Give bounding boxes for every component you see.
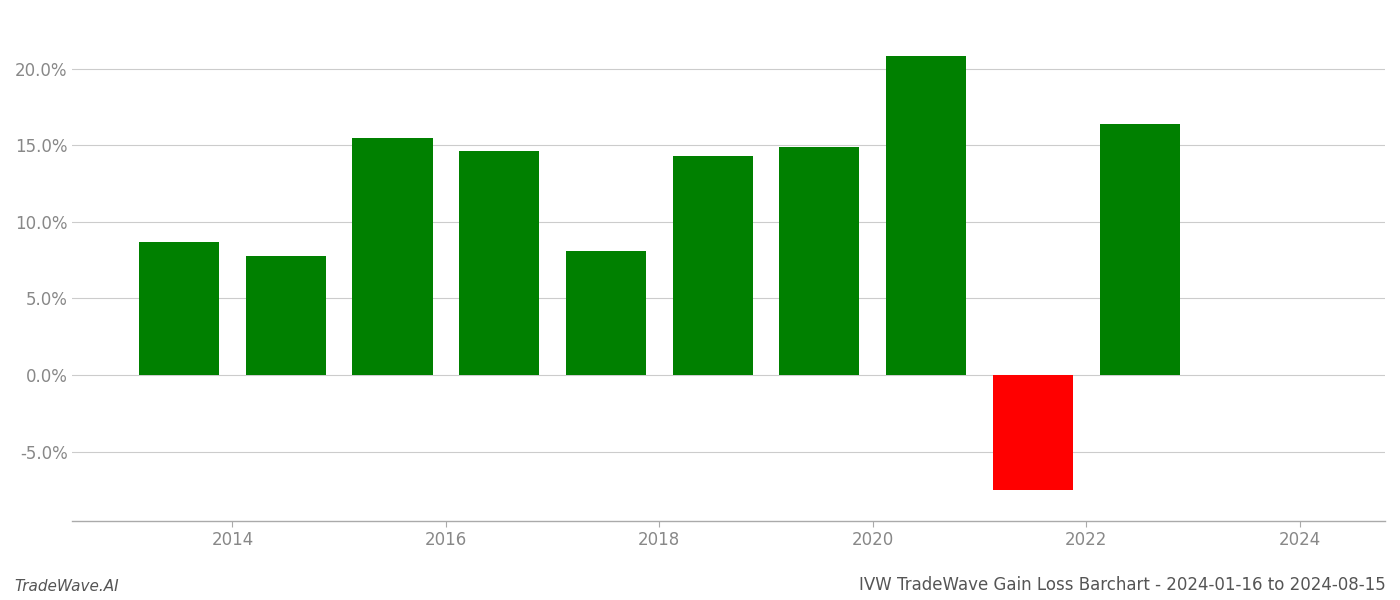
Text: IVW TradeWave Gain Loss Barchart - 2024-01-16 to 2024-08-15: IVW TradeWave Gain Loss Barchart - 2024-… bbox=[860, 576, 1386, 594]
Bar bbox=[886, 56, 966, 375]
Bar bbox=[459, 151, 539, 375]
Bar bbox=[139, 242, 218, 375]
Text: TradeWave.AI: TradeWave.AI bbox=[14, 579, 119, 594]
Bar bbox=[246, 256, 326, 375]
Bar bbox=[780, 147, 860, 375]
Bar bbox=[993, 375, 1072, 490]
Bar bbox=[672, 156, 753, 375]
Bar bbox=[566, 251, 645, 375]
Bar bbox=[1099, 124, 1180, 375]
Bar bbox=[353, 137, 433, 375]
